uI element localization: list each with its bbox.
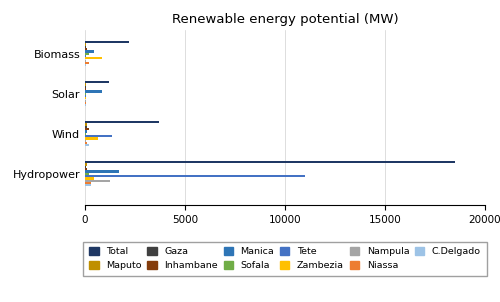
Bar <box>85 97 86 99</box>
Bar <box>85 55 86 57</box>
Bar <box>85 130 87 133</box>
Bar <box>85 173 88 175</box>
Bar <box>85 170 119 172</box>
Bar <box>85 133 86 135</box>
Legend: Total, Maputo, Gaza, Inhambane, Manica, Sofala, Tete, Zambezia, Nampula, Niassa,: Total, Maputo, Gaza, Inhambane, Manica, … <box>84 242 486 276</box>
Bar <box>85 50 94 53</box>
Title: Renewable energy potential (MW): Renewable energy potential (MW) <box>172 13 398 26</box>
Bar <box>85 161 455 163</box>
Bar <box>85 137 98 140</box>
Bar <box>85 62 88 64</box>
Bar <box>85 90 102 92</box>
Bar <box>85 104 86 106</box>
Bar <box>85 163 87 166</box>
Bar <box>85 180 110 182</box>
Bar <box>85 46 86 48</box>
Bar <box>85 184 91 186</box>
Bar <box>85 64 86 66</box>
Bar <box>85 166 86 168</box>
Bar <box>85 86 86 88</box>
Bar <box>85 53 88 55</box>
Bar <box>85 57 102 59</box>
Bar <box>85 81 109 83</box>
Bar <box>85 59 86 62</box>
Bar <box>85 41 129 43</box>
Bar <box>85 93 86 95</box>
Bar <box>85 95 86 97</box>
Bar <box>85 128 88 130</box>
Bar <box>85 126 86 128</box>
Bar <box>85 168 86 170</box>
Bar <box>85 177 94 179</box>
Bar <box>85 48 86 50</box>
Bar <box>85 100 86 102</box>
Bar <box>85 124 87 126</box>
Bar <box>85 88 86 90</box>
Bar <box>85 43 86 46</box>
Bar <box>85 121 159 123</box>
Bar <box>85 135 112 137</box>
Bar <box>85 102 86 104</box>
Bar <box>85 175 305 177</box>
Bar <box>85 144 88 146</box>
Bar <box>85 182 90 184</box>
Bar <box>85 83 86 86</box>
Bar <box>85 142 87 144</box>
Bar <box>85 140 86 142</box>
